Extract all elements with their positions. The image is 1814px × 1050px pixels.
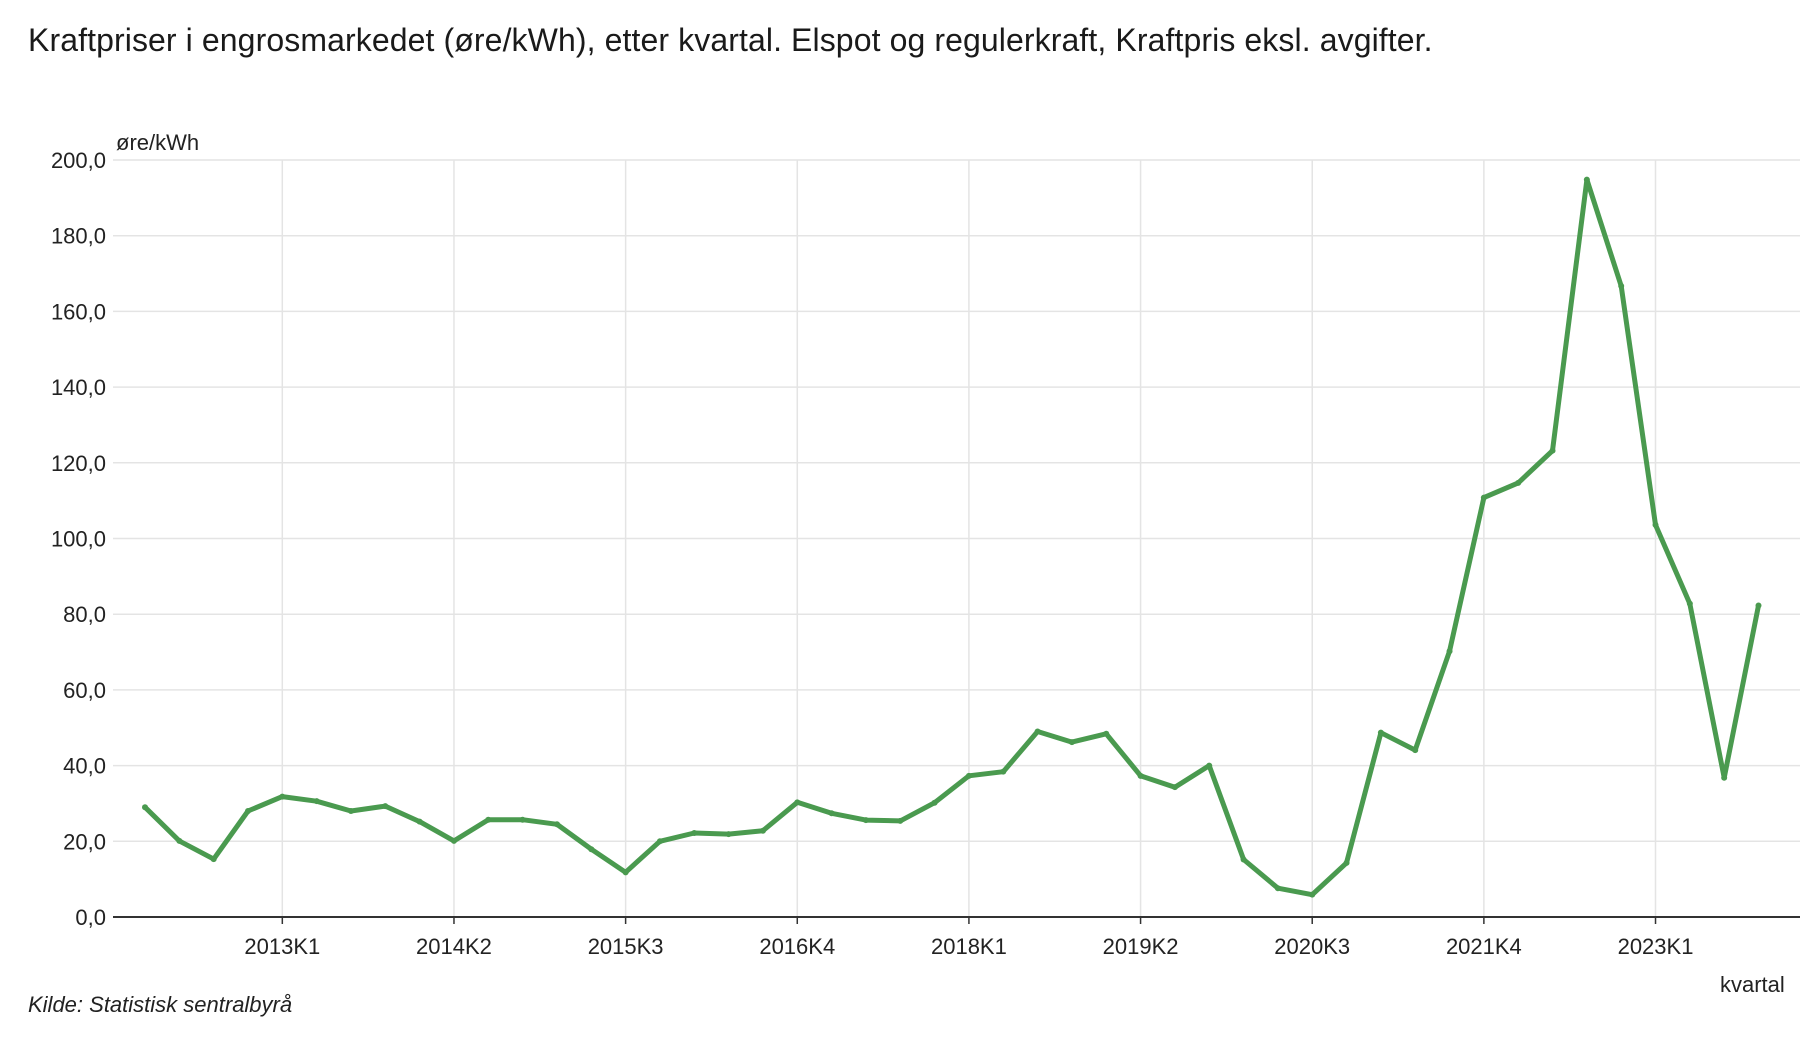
x-tick-label: 2019K2 — [1103, 934, 1179, 959]
y-tick-label: 80,0 — [63, 602, 106, 627]
data-point — [794, 799, 801, 806]
data-point — [1000, 768, 1007, 775]
data-point — [931, 799, 938, 806]
y-tick-label: 40,0 — [63, 754, 106, 779]
y-tick-label: 20,0 — [63, 829, 106, 854]
data-point — [210, 856, 217, 863]
data-point — [1274, 885, 1281, 892]
grid-lines — [113, 159, 1800, 924]
data-point — [1240, 856, 1247, 863]
data-point — [142, 804, 148, 811]
data-point — [588, 846, 595, 853]
data-point — [1412, 747, 1419, 754]
data-point — [485, 816, 492, 823]
data-point — [450, 837, 457, 844]
x-tick-label: 2014K2 — [416, 934, 492, 959]
data-point — [313, 798, 320, 805]
data-point — [622, 869, 629, 876]
data-point — [1343, 859, 1350, 866]
data-point — [1686, 600, 1693, 607]
data-point — [1583, 176, 1590, 183]
data-point — [382, 803, 389, 810]
x-tick-label: 2020K3 — [1274, 934, 1350, 959]
data-point — [347, 808, 354, 815]
data-point — [176, 837, 183, 844]
data-point — [1755, 602, 1762, 609]
data-point — [1068, 739, 1075, 746]
y-tick-label: 140,0 — [51, 375, 106, 400]
data-point — [897, 817, 904, 824]
data-point — [1618, 283, 1625, 290]
data-point — [1103, 730, 1110, 737]
y-tick-label: 0,0 — [75, 905, 106, 930]
x-tick-label: 2013K1 — [244, 934, 320, 959]
y-tick-label: 60,0 — [63, 678, 106, 703]
series-line — [142, 177, 1761, 898]
x-tick-label: 2021K4 — [1446, 934, 1522, 959]
data-point — [1171, 784, 1178, 791]
x-tick-label: 2023K1 — [1618, 934, 1694, 959]
y-tick-label: 200,0 — [51, 148, 106, 173]
data-point — [828, 810, 835, 817]
data-point — [1137, 772, 1144, 779]
y-tick-label: 160,0 — [51, 299, 106, 324]
y-axis-label: øre/kWh — [116, 130, 200, 155]
data-point — [1549, 447, 1556, 454]
series-container — [142, 176, 1762, 898]
data-point — [1480, 494, 1487, 501]
data-point — [965, 772, 972, 779]
y-tick-labels: 0,0 20,0 40,0 60,0 80,0 100,0 120,0 140,0 160,0 1… — [51, 148, 106, 930]
x-tick-label: 2015K3 — [588, 934, 664, 959]
data-point — [1309, 891, 1316, 898]
y-tick-label: 120,0 — [51, 451, 106, 476]
data-point — [691, 829, 698, 836]
data-point — [759, 827, 766, 834]
y-tick-label: 100,0 — [51, 527, 106, 552]
data-point — [553, 821, 560, 828]
data-point — [416, 818, 423, 825]
data-point — [862, 817, 869, 824]
data-point — [1721, 774, 1728, 781]
x-tick-label: 2018K1 — [931, 934, 1007, 959]
data-point — [725, 831, 732, 838]
data-point — [656, 838, 663, 845]
x-axis-label: kvartal — [1720, 972, 1785, 997]
y-tick-label: 180,0 — [51, 224, 106, 249]
x-tick-labels: 2013K1 2014K2 2015K3 2016K4 2018K1 2019K2 2020… — [244, 934, 1693, 959]
data-point — [1515, 479, 1522, 486]
chart-title: Kraftpriser i engrosmarkedet (øre/kWh), … — [28, 22, 1433, 58]
data-point — [279, 793, 286, 800]
source-note: Kilde: Statistisk sentralbyrå — [28, 992, 293, 1017]
data-point — [1206, 762, 1213, 769]
data-point — [519, 816, 526, 823]
data-point — [1377, 729, 1384, 736]
data-point — [1652, 521, 1659, 528]
data-point — [1446, 648, 1453, 655]
x-tick-label: 2016K4 — [759, 934, 835, 959]
data-point — [1034, 728, 1041, 735]
data-point — [244, 808, 251, 815]
